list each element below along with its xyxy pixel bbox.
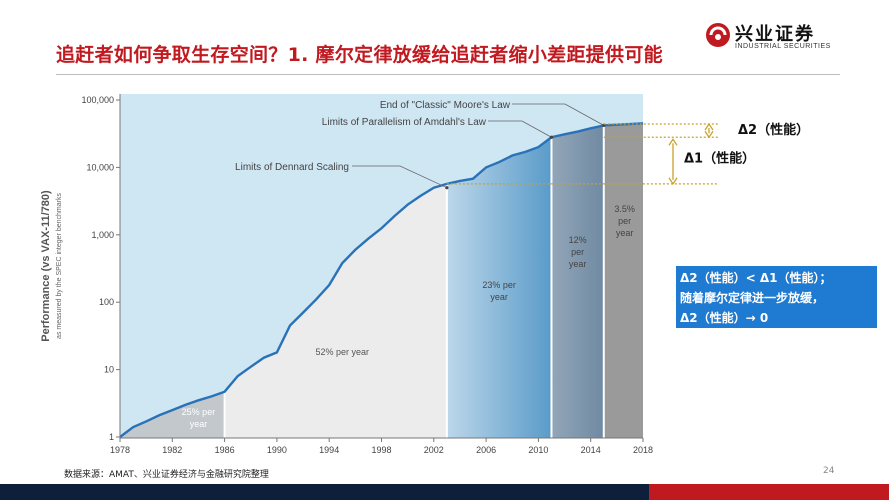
region-label: 52% per year [316, 347, 370, 357]
page-number: 24 [823, 466, 835, 476]
logo-subtext: INDUSTRIAL SECURITIES [735, 43, 831, 50]
slide-title: 追赶者如何争取生存空间？1. 摩尔定律放缓给追赶者缩小差距提供可能 [56, 44, 663, 66]
region-label: 25% per [182, 407, 216, 417]
delta1-arrow-head [668, 138, 678, 146]
x-tick-label: 2014 [581, 445, 601, 455]
y-tick-label: 100 [99, 297, 114, 307]
region-2011-2015 [551, 125, 604, 438]
y-tick-label: 100,000 [81, 95, 114, 105]
y-tick-label: 1,000 [91, 230, 114, 240]
callout-line: 随着摩尔定律进一步放缓， [680, 291, 825, 305]
annotation-leader [488, 120, 552, 138]
region-label: year [569, 259, 587, 269]
x-tick-label: 1994 [319, 445, 339, 455]
delta1-label: Δ1（性能） [684, 151, 755, 167]
region-label: per [618, 216, 631, 226]
logo-icon [706, 23, 730, 47]
chart-annotation: End of "Classic" Moore's Law [380, 100, 511, 111]
callout-box: Δ2（性能）< Δ1（性能）； 随着摩尔定律进一步放缓， Δ2（性能）→ 0 [676, 266, 877, 328]
callout-line: Δ2（性能）< Δ1（性能）； [680, 271, 832, 285]
region-2015-2018 [603, 123, 643, 438]
x-tick-label: 2002 [424, 445, 444, 455]
delta2-label: Δ2（性能） [738, 122, 809, 138]
y-tick-label: 10 [104, 365, 114, 375]
region-label: 12% [569, 235, 587, 245]
x-tick-label: 1978 [110, 445, 130, 455]
y-tick-label: 1 [109, 432, 114, 442]
chart-annotation: Limits of Dennard Scaling [235, 162, 349, 173]
x-tick-label: 1986 [215, 445, 235, 455]
delta1-arrow-head [668, 177, 678, 186]
performance-line [119, 122, 644, 438]
callout-line: Δ2（性能）→ 0 [680, 311, 769, 325]
region-label: 23% per [482, 280, 516, 290]
region-1986-2003 [224, 183, 447, 438]
annotation-point [549, 135, 554, 139]
x-tick-label: 1990 [267, 445, 287, 455]
region-label: year [616, 228, 634, 238]
region-label: year [490, 292, 508, 302]
x-tick-label: 1998 [371, 445, 391, 455]
footer-accent [649, 484, 889, 500]
region-label: per [571, 247, 584, 257]
chart-annotation: Limits of Parallelism of Amdahl's Law [322, 117, 487, 128]
y-tick-label: 10,000 [86, 162, 114, 172]
source-note: 数据来源：AMAT、兴业证券经济与金融研究院整理 [64, 470, 269, 480]
company-logo: 兴业证券 INDUSTRIAL SECURITIES [705, 20, 855, 50]
region-label: year [190, 419, 208, 429]
logo-text: 兴业证券 [735, 24, 815, 45]
title-divider [56, 74, 840, 75]
x-tick-label: 1982 [162, 445, 182, 455]
annotation-leader [352, 165, 448, 189]
footer-bar [0, 484, 889, 500]
x-tick-label: 2010 [528, 445, 548, 455]
x-tick-label: 2018 [633, 445, 653, 455]
delta2-arrow-head [704, 122, 714, 131]
region-2003-2011 [446, 137, 552, 439]
annotation-point [445, 186, 449, 190]
region-1978-1986 [120, 391, 225, 438]
x-tick-label: 2006 [476, 445, 496, 455]
region-label: 3.5% [614, 204, 635, 214]
performance-chart: 25% per year 52% per year 23% per year 12% per… [40, 94, 809, 455]
annotation-leader [512, 103, 604, 126]
y-axis-subtitle: as measured by the SPEC integer benchmar… [56, 193, 63, 339]
delta2-arrow-head [704, 130, 714, 139]
y-axis-title: Performance (vs VAX-11/780) [40, 190, 52, 342]
